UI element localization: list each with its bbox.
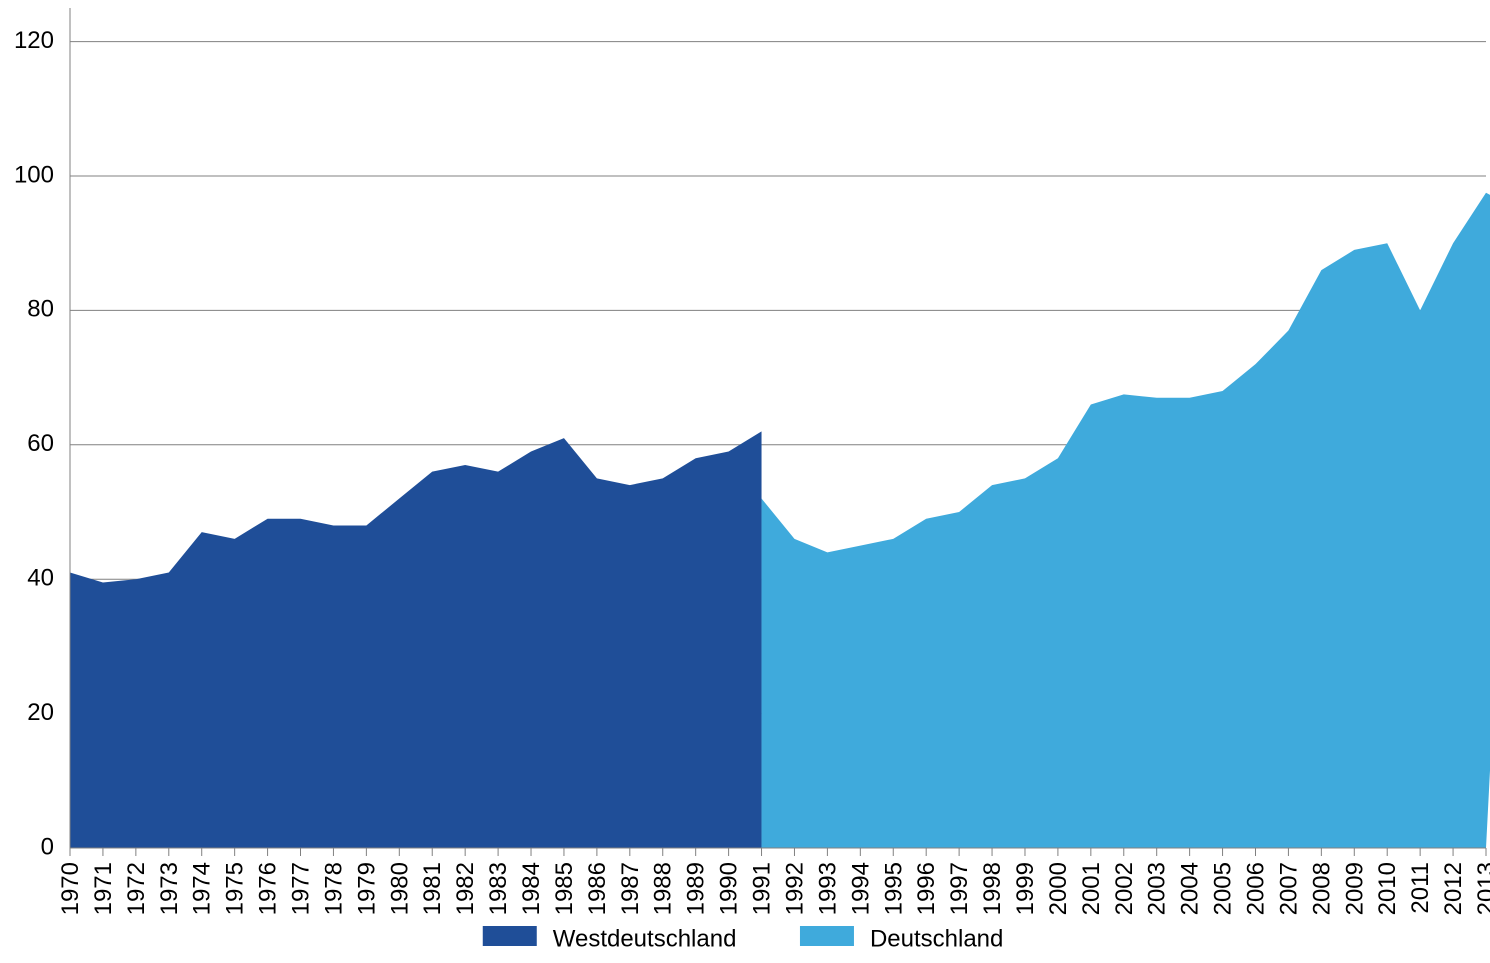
x-tick-label: 1995 <box>880 862 907 915</box>
x-tick-label: 2006 <box>1242 862 1269 915</box>
x-tick-label: 1981 <box>419 862 446 915</box>
x-tick-label: 1993 <box>814 862 841 915</box>
x-tick-label: 1990 <box>716 862 743 915</box>
legend-label: Westdeutschland <box>553 925 737 952</box>
x-tick-label: 1977 <box>288 862 315 915</box>
x-tick-label: 2000 <box>1045 862 1072 915</box>
x-tick-label: 1971 <box>90 862 117 915</box>
legend-label: Deutschland <box>870 925 1003 952</box>
x-tick-label: 2002 <box>1111 862 1138 915</box>
x-tick-label: 1994 <box>847 862 874 915</box>
y-tick-label: 80 <box>27 296 54 323</box>
x-tick-label: 1997 <box>946 862 973 915</box>
x-tick-label: 1999 <box>1012 862 1039 915</box>
x-tick-label: 1978 <box>320 862 347 915</box>
x-tick-label: 1973 <box>156 862 183 915</box>
x-tick-label: 1979 <box>353 862 380 915</box>
x-tick-label: 2003 <box>1144 862 1171 915</box>
x-tick-label: 1975 <box>222 862 249 915</box>
x-tick-label: 1985 <box>551 862 578 915</box>
x-tick-label: 1982 <box>452 862 479 915</box>
x-tick-label: 1986 <box>584 862 611 915</box>
x-tick-label: 2007 <box>1275 862 1302 915</box>
legend-swatch <box>800 926 854 946</box>
x-tick-label: 1987 <box>617 862 644 915</box>
x-tick-label: 1983 <box>485 862 512 915</box>
x-tick-label: 1992 <box>781 862 808 915</box>
x-tick-label: 1972 <box>123 862 150 915</box>
x-tick-label: 2008 <box>1308 862 1335 915</box>
x-tick-label: 1984 <box>518 862 545 915</box>
x-tick-label: 2004 <box>1177 862 1204 915</box>
x-tick-label: 1988 <box>650 862 677 915</box>
x-tick-label: 1974 <box>189 862 216 915</box>
x-tick-label: 1980 <box>386 862 413 915</box>
y-tick-label: 20 <box>27 699 54 726</box>
x-tick-label: 1998 <box>979 862 1006 915</box>
y-tick-label: 100 <box>14 161 54 188</box>
x-tick-label: 2012 <box>1440 862 1467 915</box>
y-tick-label: 40 <box>27 565 54 592</box>
chart-svg: 0204060801001201970197119721973197419751… <box>0 0 1490 963</box>
x-tick-label: 2011 <box>1407 862 1434 914</box>
x-tick-label: 1989 <box>683 862 710 915</box>
x-tick-label: 2009 <box>1341 862 1368 915</box>
x-tick-label: 2001 <box>1078 862 1105 915</box>
legend-swatch <box>483 926 537 946</box>
x-tick-label: 2005 <box>1210 862 1237 915</box>
x-tick-label: 1996 <box>913 862 940 915</box>
x-tick-label: 1970 <box>57 862 84 915</box>
area-chart: 0204060801001201970197119721973197419751… <box>0 0 1490 963</box>
y-tick-label: 60 <box>27 430 54 457</box>
x-tick-label: 2013 <box>1473 862 1490 915</box>
y-tick-label: 0 <box>41 833 54 860</box>
x-tick-label: 1991 <box>749 862 776 915</box>
x-tick-label: 1976 <box>255 862 282 915</box>
y-tick-label: 120 <box>14 27 54 54</box>
x-tick-label: 2010 <box>1374 862 1401 915</box>
